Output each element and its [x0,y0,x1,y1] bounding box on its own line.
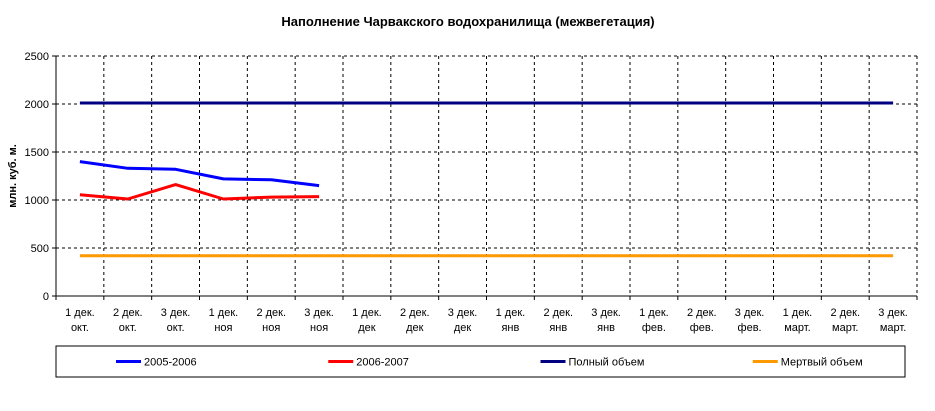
x-tick-label: 3 дек. окт. [161,307,191,334]
y-tick-label: 2500 [25,51,49,63]
x-tick-label: 3 дек. ноя [304,307,334,334]
y-axis-label: млн. куб. м. [7,144,19,208]
chart-title: Наполнение Чарвакского водохранилища (ме… [281,14,654,29]
legend-label: Мертвый объем [781,357,863,369]
x-tick-label: 3 дек. март. [878,307,908,334]
y-tick-label: 500 [31,243,49,255]
x-tick-label: 1 дек. янв [496,307,526,334]
x-tick-label: 2 дек. дек [400,307,430,334]
series-line-2 [79,183,320,201]
legend: 2005-2006 2006-2007 Полный объем Мертвый об… [55,345,906,378]
legend-label: Полный объем [569,357,645,369]
x-tick-label: 2 дек. янв [543,307,573,334]
x-tick-label: 1 дек. ноя [209,307,239,334]
x-tick-label: 1 дек. окт. [65,307,95,334]
x-tick-label: 1 дек. фев. [639,307,669,334]
y-tick-label: 0 [43,291,49,303]
x-tick-label: 3 дек. янв [591,307,621,334]
x-tick-label: 1 дек. март. [783,307,813,334]
series-line-1 [79,160,320,188]
x-tick-label: 2 дек. окт. [113,307,143,334]
y-tick-label: 1000 [25,195,49,207]
plot-area: 0 500 1000 1500 2000 2500 1 дек. окт. 2 дек. окт.… [25,51,918,334]
x-tick-label: 1 дек. дек [352,307,382,334]
x-tick-label: 3 дек. фев. [735,307,765,334]
legend-label: 2006-2007 [356,357,409,369]
x-tick-label: 2 дек. фев. [687,307,717,334]
y-tick-label: 1500 [25,147,49,159]
legend-label: 2005-2006 [144,357,197,369]
y-tick-label: 2000 [25,99,49,111]
x-tick-label: 2 дек. март. [830,307,860,334]
x-tick-label: 3 дек. дек [448,307,478,334]
x-tick-label: 2 дек. ноя [256,307,286,334]
